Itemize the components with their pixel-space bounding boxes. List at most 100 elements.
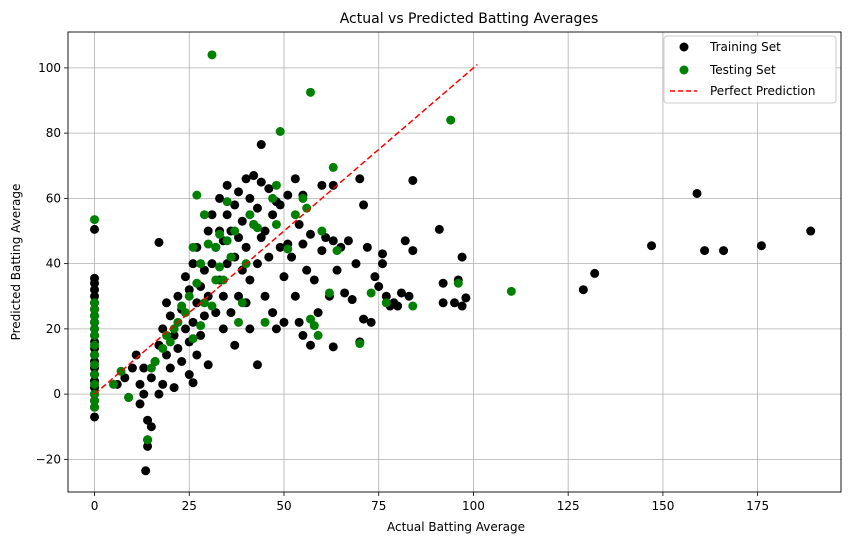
data-point [458,253,467,262]
data-point [245,275,254,284]
data-point [370,272,379,281]
data-point [439,279,448,288]
data-point [439,298,448,307]
data-point [196,321,205,330]
y-tick-label: 60 [46,191,61,205]
data-point [245,194,254,203]
y-tick-label: 100 [38,61,61,75]
y-tick-label: 20 [46,322,61,336]
data-point [367,318,376,327]
data-point [223,197,232,206]
data-point [90,274,99,283]
data-point [291,292,300,301]
data-point [170,383,179,392]
legend-label-training: Training Set [709,40,781,54]
data-point [458,302,467,311]
x-tick-label: 175 [746,499,769,513]
data-point [234,187,243,196]
data-point [276,127,285,136]
data-point [317,227,326,236]
data-point [90,341,99,350]
data-point [268,308,277,317]
data-point [249,171,258,180]
data-point [264,253,273,262]
data-point [317,181,326,190]
data-point [230,341,239,350]
data-point [143,435,152,444]
data-point [238,298,247,307]
data-point [207,302,216,311]
data-point [90,215,99,224]
data-point [189,334,198,343]
data-point [355,174,364,183]
data-point [306,88,315,97]
legend: Training Set Testing Set Perfect Predict… [664,36,836,103]
data-point [253,259,262,268]
data-point [344,236,353,245]
data-point [329,163,338,172]
data-point [295,318,304,327]
data-point [340,288,349,297]
x-tick-label: 75 [371,499,386,513]
data-point [253,204,262,213]
data-point [135,399,144,408]
data-point [181,272,190,281]
data-point [223,210,232,219]
data-point [173,292,182,301]
data-point [261,292,270,301]
data-point [238,217,247,226]
data-point [90,412,99,421]
data-point [507,287,516,296]
data-point [306,341,315,350]
data-point [257,140,266,149]
data-point [196,259,205,268]
data-point [579,285,588,294]
data-point [393,302,402,311]
data-point [200,311,209,320]
data-point [90,380,99,389]
data-point [90,225,99,234]
data-point [310,275,319,284]
data-point [154,238,163,247]
data-point [268,194,277,203]
data-point [378,249,387,258]
data-point [272,324,281,333]
data-point [405,292,414,301]
data-point [90,331,99,340]
data-point [211,243,220,252]
data-point [90,350,99,359]
data-point [268,210,277,219]
data-point [192,191,201,200]
data-point [374,282,383,291]
data-point [124,393,133,402]
data-point [298,240,307,249]
x-tick-label: 150 [651,499,674,513]
data-point [162,298,171,307]
data-point [223,236,232,245]
data-point [401,236,410,245]
data-point [219,292,228,301]
legend-marker-training [680,43,689,52]
data-point [693,189,702,198]
data-point [382,298,391,307]
data-point [298,194,307,203]
data-point [245,324,254,333]
data-point [279,318,288,327]
data-point [408,302,417,311]
data-point [245,210,254,219]
data-point [276,200,285,209]
data-point [215,262,224,271]
data-point [355,339,364,348]
data-point [363,243,372,252]
data-point [325,288,334,297]
data-point [757,241,766,250]
data-point [181,324,190,333]
y-axis-title: Predicted Batting Average [9,184,23,341]
x-tick-label: 25 [182,499,197,513]
data-point [207,50,216,59]
data-point [329,342,338,351]
data-point [141,466,150,475]
data-point [158,344,167,353]
data-point [302,266,311,275]
y-tick-label: 80 [46,126,61,140]
